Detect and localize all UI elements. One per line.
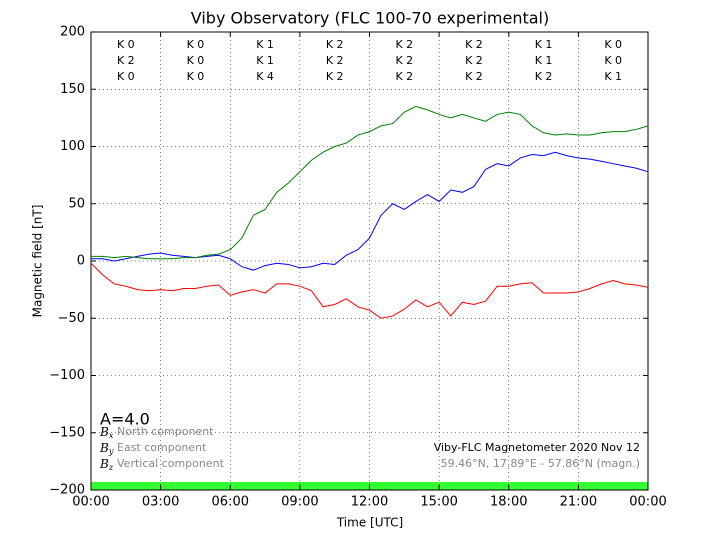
- k-index: K 4: [256, 70, 274, 83]
- legend-label: Vertical component: [117, 457, 225, 470]
- series-line: [91, 105, 649, 260]
- x-tick-label: 06:00: [212, 495, 249, 510]
- k-index: K 2: [395, 38, 413, 51]
- legend-label: East component: [117, 441, 207, 454]
- x-axis-label: Time [UTC]: [336, 516, 403, 530]
- legend-symbol-base: B: [99, 425, 109, 439]
- x-tick-label: 03:00: [142, 495, 179, 510]
- x-tick-label: 12:00: [351, 495, 388, 510]
- series-line: [91, 151, 649, 271]
- y-tick-label: 100: [60, 139, 85, 154]
- k-index: K 1: [256, 54, 274, 67]
- legend-symbol-base: B: [99, 441, 109, 455]
- x-tick-label: 15:00: [420, 495, 457, 510]
- x-tick-label: 18:00: [490, 495, 527, 510]
- x-tick-label: 00:00: [72, 495, 109, 510]
- y-tick-label: 0: [77, 254, 85, 269]
- legend-symbol: Bx: [99, 425, 114, 441]
- k-index: K 0: [187, 70, 205, 83]
- k-index: K 2: [465, 70, 483, 83]
- legend-label: North component: [117, 425, 214, 438]
- k-index: K 2: [326, 38, 344, 51]
- k-index: K 1: [256, 38, 274, 51]
- legend-symbol-sub: x: [109, 431, 114, 440]
- k-index: K 2: [465, 54, 483, 67]
- chart-title: Viby Observatory (FLC 100-70 experimenta…: [191, 9, 550, 28]
- k-index: K 0: [117, 38, 135, 51]
- instrument-note: Viby-FLC Magnetometer 2020 Nov 12: [434, 441, 640, 454]
- k-index: K 2: [535, 70, 553, 83]
- k-index: K 1: [535, 38, 553, 51]
- k-index: K 2: [117, 54, 135, 67]
- y-tick-label: −100: [49, 368, 85, 383]
- k-index: K 0: [187, 54, 205, 67]
- series-line: [90, 262, 649, 319]
- location-note: 59.46°N, 17.89°E - 57.86°N (magn.): [441, 457, 640, 470]
- k-index: K 2: [465, 38, 483, 51]
- legend-symbol: By: [99, 441, 114, 457]
- legend-symbol-sub: z: [108, 463, 114, 472]
- k-index: K 2: [326, 70, 344, 83]
- k-index: K 1: [535, 54, 553, 67]
- legend-symbol: Bz: [99, 457, 114, 473]
- y-tick-label: −150: [49, 425, 85, 440]
- y-tick-label: 150: [60, 82, 85, 97]
- y-tick-label: −200: [49, 483, 85, 498]
- k-index: K 0: [187, 38, 205, 51]
- k-index: K 0: [604, 54, 622, 67]
- y-tick-label: −50: [58, 311, 85, 326]
- x-tick-label: 21:00: [560, 495, 597, 510]
- a-index: A=4.0: [100, 410, 150, 429]
- legend-symbol-sub: y: [108, 447, 114, 456]
- k-index: K 2: [395, 70, 413, 83]
- x-tick-label: 09:00: [281, 495, 318, 510]
- k-index: K 0: [604, 38, 622, 51]
- y-tick-label: 200: [60, 25, 85, 40]
- y-tick-label: 50: [68, 196, 85, 211]
- k-index: K 1: [604, 70, 622, 83]
- k-index: K 0: [117, 70, 135, 83]
- x-tick-label: 00:00: [629, 495, 666, 510]
- k-index: K 2: [395, 54, 413, 67]
- y-axis-label: Magnetic field [nT]: [31, 205, 45, 318]
- legend-symbol-base: B: [99, 457, 109, 471]
- k-index: K 2: [326, 54, 344, 67]
